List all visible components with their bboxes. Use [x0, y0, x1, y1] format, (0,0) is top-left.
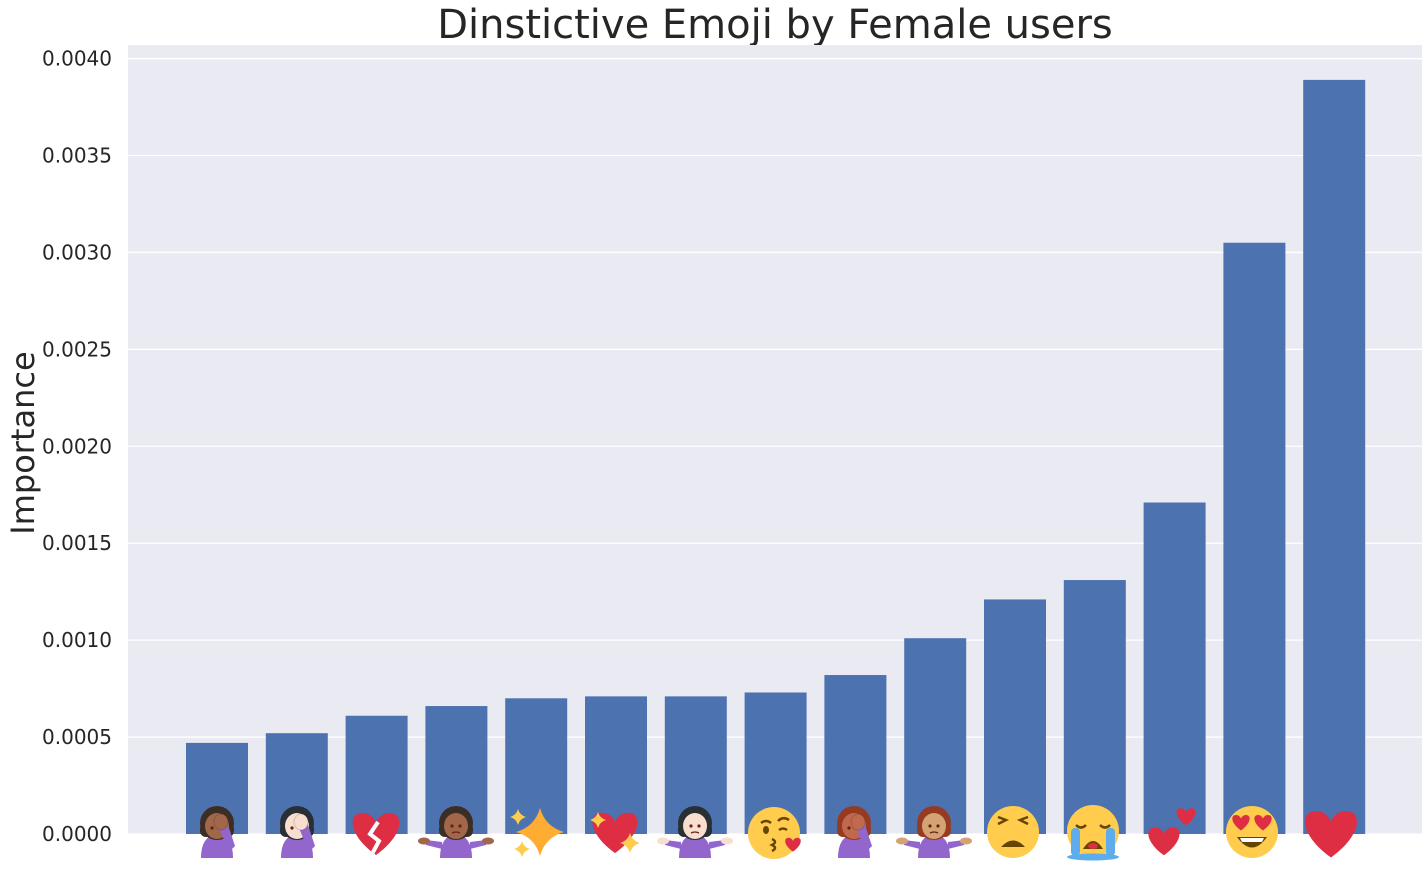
bar — [345, 715, 408, 834]
y-tick-label: 0.0040 — [42, 47, 112, 71]
sparkles-icon: sparkles — [510, 808, 564, 857]
y-tick-label: 0.0015 — [42, 531, 112, 555]
woman-shrugging-medium-icon: woman shrugging: medium skin tone — [896, 806, 972, 858]
y-axis-label: Importance — [4, 351, 42, 534]
bar — [1303, 79, 1366, 834]
y-tick-labels: 0.0000 0.0005 0.0010 0.0015 0.0020 0.0025 0.00… — [42, 47, 112, 846]
y-tick-label: 0.0025 — [42, 337, 112, 361]
y-tick-label: 0.0005 — [42, 725, 112, 749]
y-tick-label: 0.0035 — [42, 143, 112, 167]
y-tick-label: 0.0020 — [42, 434, 112, 458]
sparkling-heart-icon: sparkling heart — [590, 812, 640, 854]
bar — [984, 599, 1046, 834]
y-tick-label: 0.0030 — [42, 240, 112, 264]
x-tick-emoji-icons: woman facepalming: medium-dark skin tone… — [200, 805, 1357, 861]
heart-eyes-face-icon: smiling face with heart-eyes — [1226, 806, 1278, 858]
broken-heart-icon: broken heart — [352, 813, 400, 855]
face-blowing-kiss-icon: face blowing a kiss — [748, 807, 801, 859]
loudly-crying-face-icon: loudly crying face — [1067, 805, 1119, 861]
y-tick-label: 0.0000 — [42, 822, 112, 846]
bar — [505, 698, 568, 834]
chart-title: Dinstictive Emoji by Female users — [437, 2, 1113, 48]
bar — [1223, 242, 1286, 835]
bar — [585, 696, 647, 834]
bar — [904, 638, 967, 834]
woman-facepalming-medium-dark-icon: woman facepalming: medium-dark skin tone — [200, 806, 235, 858]
red-heart-icon: red heart — [1305, 811, 1357, 858]
woman-facepalming-medium-icon: woman facepalming: medium skin tone — [837, 806, 872, 858]
two-hearts-icon: two hearts — [1148, 808, 1196, 856]
y-tick-label: 0.0010 — [42, 628, 112, 652]
bar — [1063, 580, 1126, 834]
bar — [1143, 502, 1206, 834]
woman-shrugging-light-icon: woman shrugging: light skin tone — [657, 806, 733, 858]
weary-face-icon: weary face — [987, 806, 1039, 858]
woman-facepalming-light-icon: woman facepalming: light skin tone — [280, 806, 315, 858]
woman-shrugging-medium-dark-icon: woman shrugging: medium-dark skin tone — [418, 806, 494, 858]
